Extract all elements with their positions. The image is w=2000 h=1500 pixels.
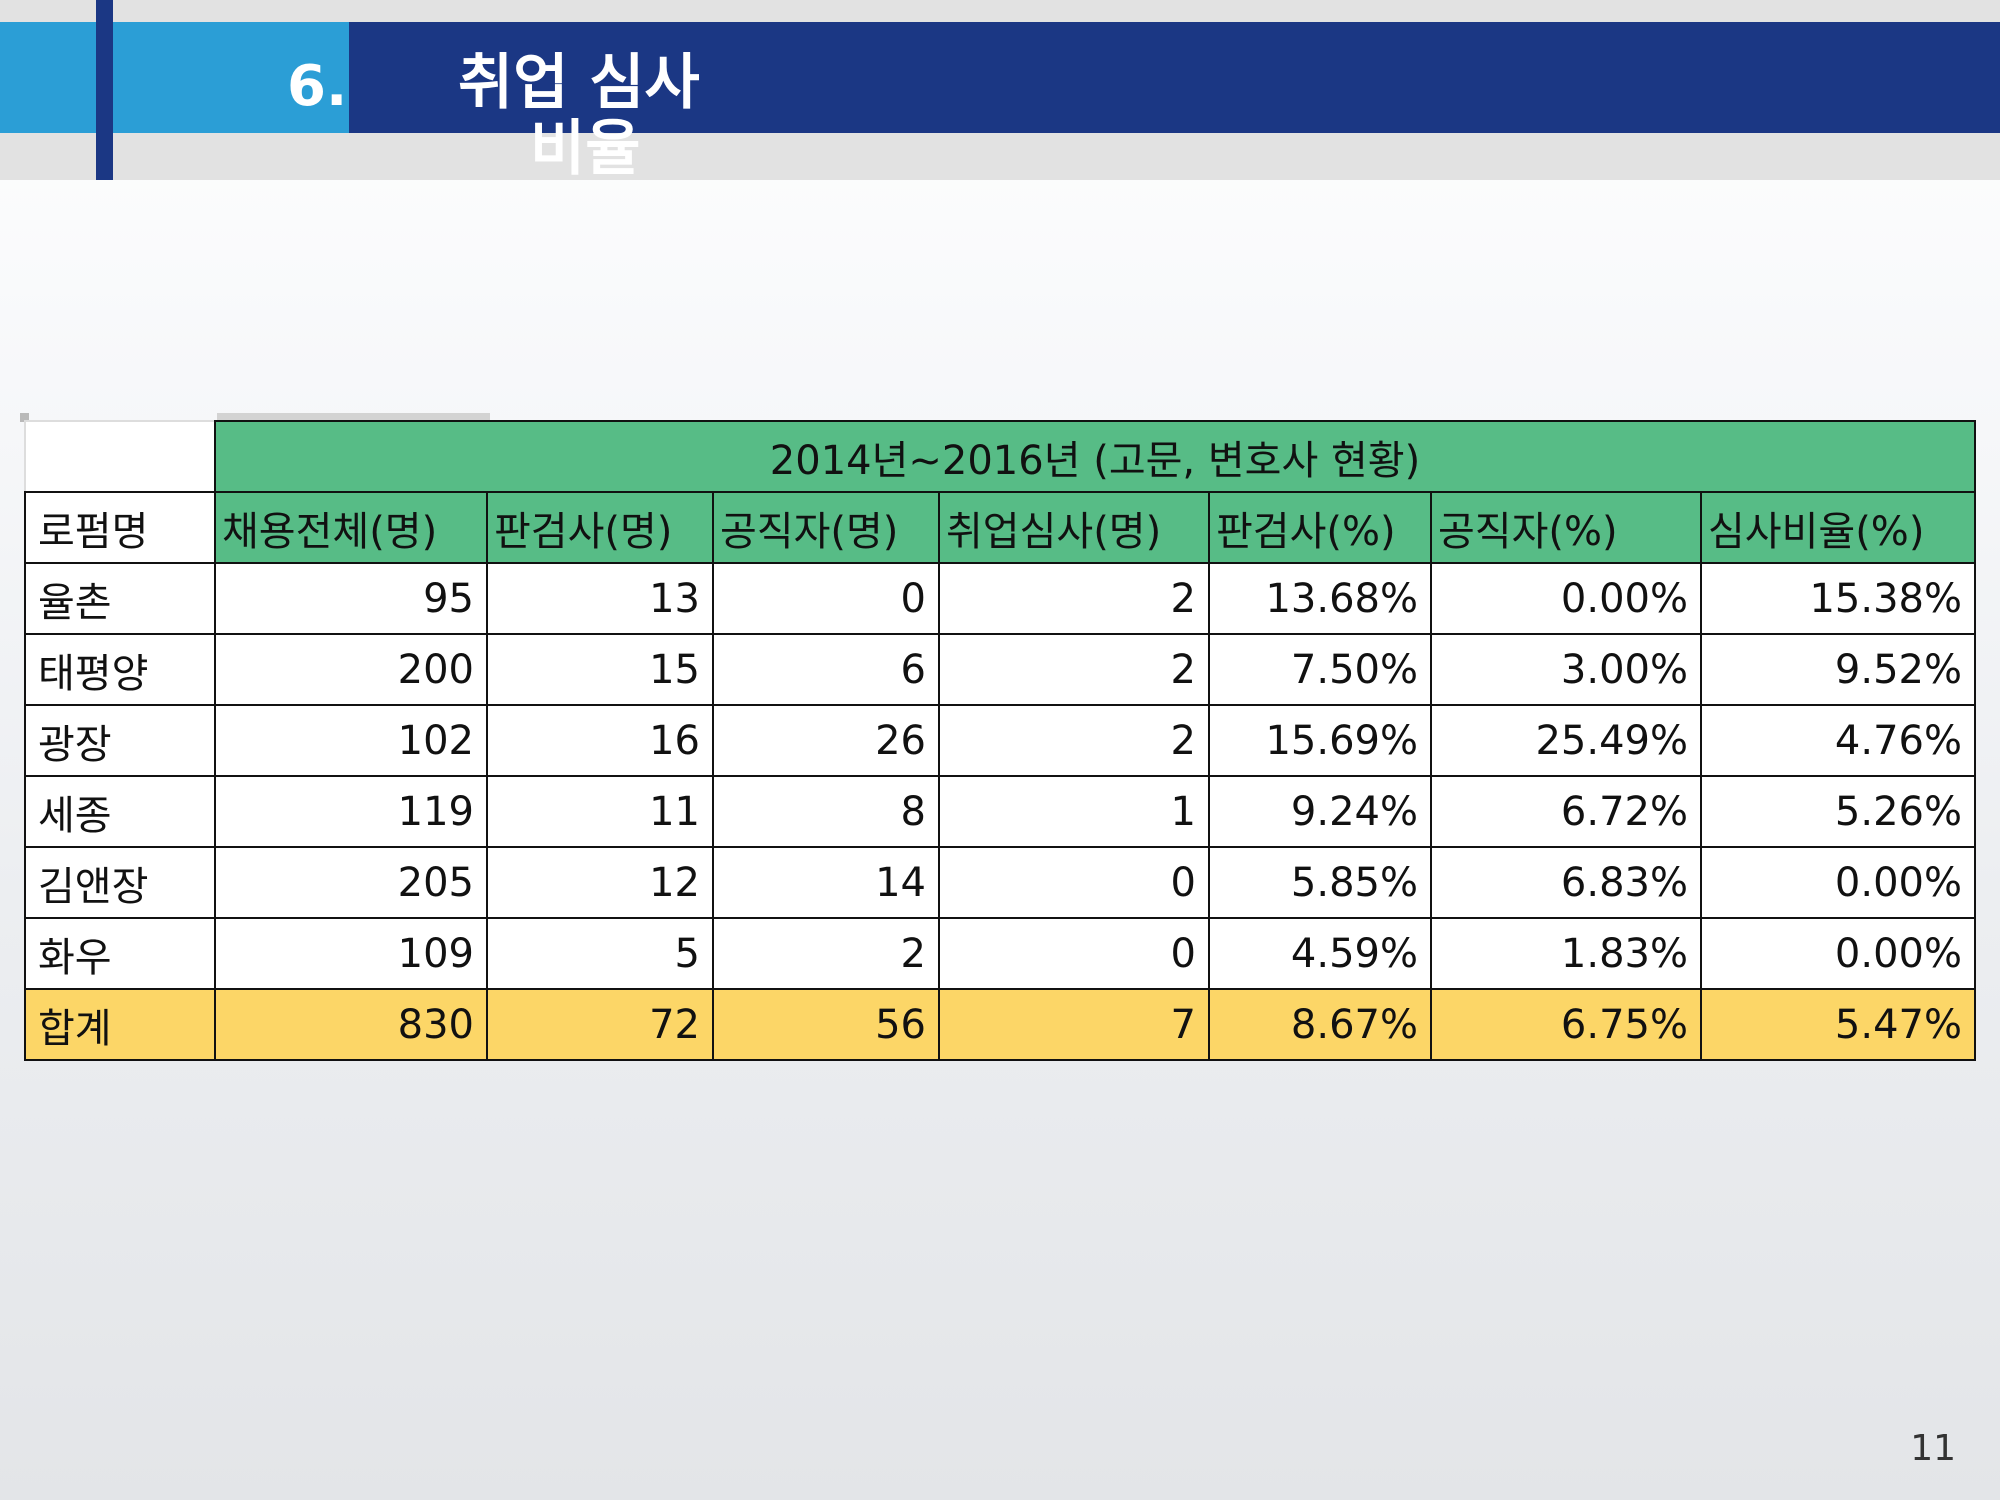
employment-review-table: 2014년~2016년 (고문, 변호사 현황) 로펌명 채용전체(명) 판검사… xyxy=(24,420,1976,1061)
cell-officials-pct: 1.83% xyxy=(1430,917,1702,990)
cell-reviews: 2 xyxy=(938,704,1210,777)
cell-total-hires: 119 xyxy=(214,775,488,848)
cell-judges-pct: 7.50% xyxy=(1208,633,1432,706)
slide-section-number: 6. xyxy=(287,54,348,119)
cell-judges: 11 xyxy=(486,775,714,848)
row-firm-name: 화우 xyxy=(24,917,216,990)
cell-judges: 12 xyxy=(486,846,714,919)
cell-judges-pct: 5.85% xyxy=(1208,846,1432,919)
cell-reviews: 0 xyxy=(938,846,1210,919)
row-firm-name: 광장 xyxy=(24,704,216,777)
header-reviews: 취업심사(명) xyxy=(938,491,1210,564)
cell-judges-pct: 9.24% xyxy=(1208,775,1432,848)
total-review-ratio: 5.47% xyxy=(1700,988,1976,1061)
table-row: 율촌 95 13 0 2 13.68% 0.00% 15.38% xyxy=(24,562,1976,635)
cell-judges: 13 xyxy=(486,562,714,635)
cell-total-hires: 200 xyxy=(214,633,488,706)
cell-total-hires: 109 xyxy=(214,917,488,990)
cell-review-ratio: 9.52% xyxy=(1700,633,1976,706)
total-officials-pct: 6.75% xyxy=(1430,988,1702,1061)
header-band-light xyxy=(0,22,349,133)
table-row: 김앤장 205 12 14 0 5.85% 6.83% 0.00% xyxy=(24,846,1976,919)
header-band-dark xyxy=(349,22,2000,133)
table-row: 광장 102 16 26 2 15.69% 25.49% 4.76% xyxy=(24,704,1976,777)
empty-corner-cell xyxy=(24,420,216,493)
header-review-ratio: 심사비율(%) xyxy=(1700,491,1976,564)
row-firm-name: 태평양 xyxy=(24,633,216,706)
table-corner-marker xyxy=(20,413,29,422)
header-officials-pct: 공직자(%) xyxy=(1430,491,1702,564)
header-row: 로펌명 채용전체(명) 판검사(명) 공직자(명) 취업심사(명) 판검사(%)… xyxy=(24,491,1976,564)
total-hires: 830 xyxy=(214,988,488,1061)
table-caption: 2014년~2016년 (고문, 변호사 현황) xyxy=(214,420,1976,493)
cell-total-hires: 205 xyxy=(214,846,488,919)
cell-officials: 14 xyxy=(712,846,940,919)
page-number: 11 xyxy=(1910,1428,1956,1469)
cell-reviews: 2 xyxy=(938,633,1210,706)
total-officials: 56 xyxy=(712,988,940,1061)
total-row: 합계 830 72 56 7 8.67% 6.75% 5.47% xyxy=(24,988,1976,1061)
header-judges-prosecutors: 판검사(명) xyxy=(486,491,714,564)
cell-officials-pct: 6.72% xyxy=(1430,775,1702,848)
total-label: 합계 xyxy=(24,988,216,1061)
cell-judges: 5 xyxy=(486,917,714,990)
cell-review-ratio: 0.00% xyxy=(1700,846,1976,919)
cell-review-ratio: 0.00% xyxy=(1700,917,1976,990)
cell-officials-pct: 6.83% xyxy=(1430,846,1702,919)
cell-reviews: 1 xyxy=(938,775,1210,848)
cell-judges: 15 xyxy=(486,633,714,706)
caption-row: 2014년~2016년 (고문, 변호사 현황) xyxy=(24,420,1976,493)
cell-review-ratio: 5.26% xyxy=(1700,775,1976,848)
total-reviews: 7 xyxy=(938,988,1210,1061)
header-top-strip xyxy=(0,0,2000,22)
cell-officials: 8 xyxy=(712,775,940,848)
cell-total-hires: 95 xyxy=(214,562,488,635)
slide-title: 취업 심사 비율 xyxy=(458,50,758,182)
header-officials: 공직자(명) xyxy=(712,491,940,564)
cell-officials: 0 xyxy=(712,562,940,635)
total-judges-pct: 8.67% xyxy=(1208,988,1432,1061)
cell-officials: 26 xyxy=(712,704,940,777)
cell-review-ratio: 4.76% xyxy=(1700,704,1976,777)
statistics-table-container: 2014년~2016년 (고문, 변호사 현황) 로펌명 채용전체(명) 판검사… xyxy=(24,420,1976,1061)
table-row: 태평양 200 15 6 2 7.50% 3.00% 9.52% xyxy=(24,633,1976,706)
cell-officials-pct: 0.00% xyxy=(1430,562,1702,635)
slide-title-line2: 비율 xyxy=(530,114,641,184)
cell-judges-pct: 4.59% xyxy=(1208,917,1432,990)
cell-judges-pct: 15.69% xyxy=(1208,704,1432,777)
header-accent-bar xyxy=(96,0,113,180)
cell-officials: 2 xyxy=(712,917,940,990)
total-judges: 72 xyxy=(486,988,714,1061)
row-firm-name: 김앤장 xyxy=(24,846,216,919)
table-top-tab xyxy=(217,413,490,421)
row-firm-name: 세종 xyxy=(24,775,216,848)
cell-judges: 16 xyxy=(486,704,714,777)
cell-officials: 6 xyxy=(712,633,940,706)
header-total-hires: 채용전체(명) xyxy=(214,491,488,564)
cell-reviews: 0 xyxy=(938,917,1210,990)
cell-officials-pct: 25.49% xyxy=(1430,704,1702,777)
header-firm-name: 로펌명 xyxy=(24,491,216,564)
table-row: 화우 109 5 2 0 4.59% 1.83% 0.00% xyxy=(24,917,1976,990)
header-judges-pct: 판검사(%) xyxy=(1208,491,1432,564)
cell-review-ratio: 15.38% xyxy=(1700,562,1976,635)
table-row: 세종 119 11 8 1 9.24% 6.72% 5.26% xyxy=(24,775,1976,848)
row-firm-name: 율촌 xyxy=(24,562,216,635)
cell-officials-pct: 3.00% xyxy=(1430,633,1702,706)
slide-title-line1: 취업 심사 xyxy=(458,48,700,118)
header-bottom-strip xyxy=(0,133,2000,180)
cell-judges-pct: 13.68% xyxy=(1208,562,1432,635)
cell-total-hires: 102 xyxy=(214,704,488,777)
cell-reviews: 2 xyxy=(938,562,1210,635)
